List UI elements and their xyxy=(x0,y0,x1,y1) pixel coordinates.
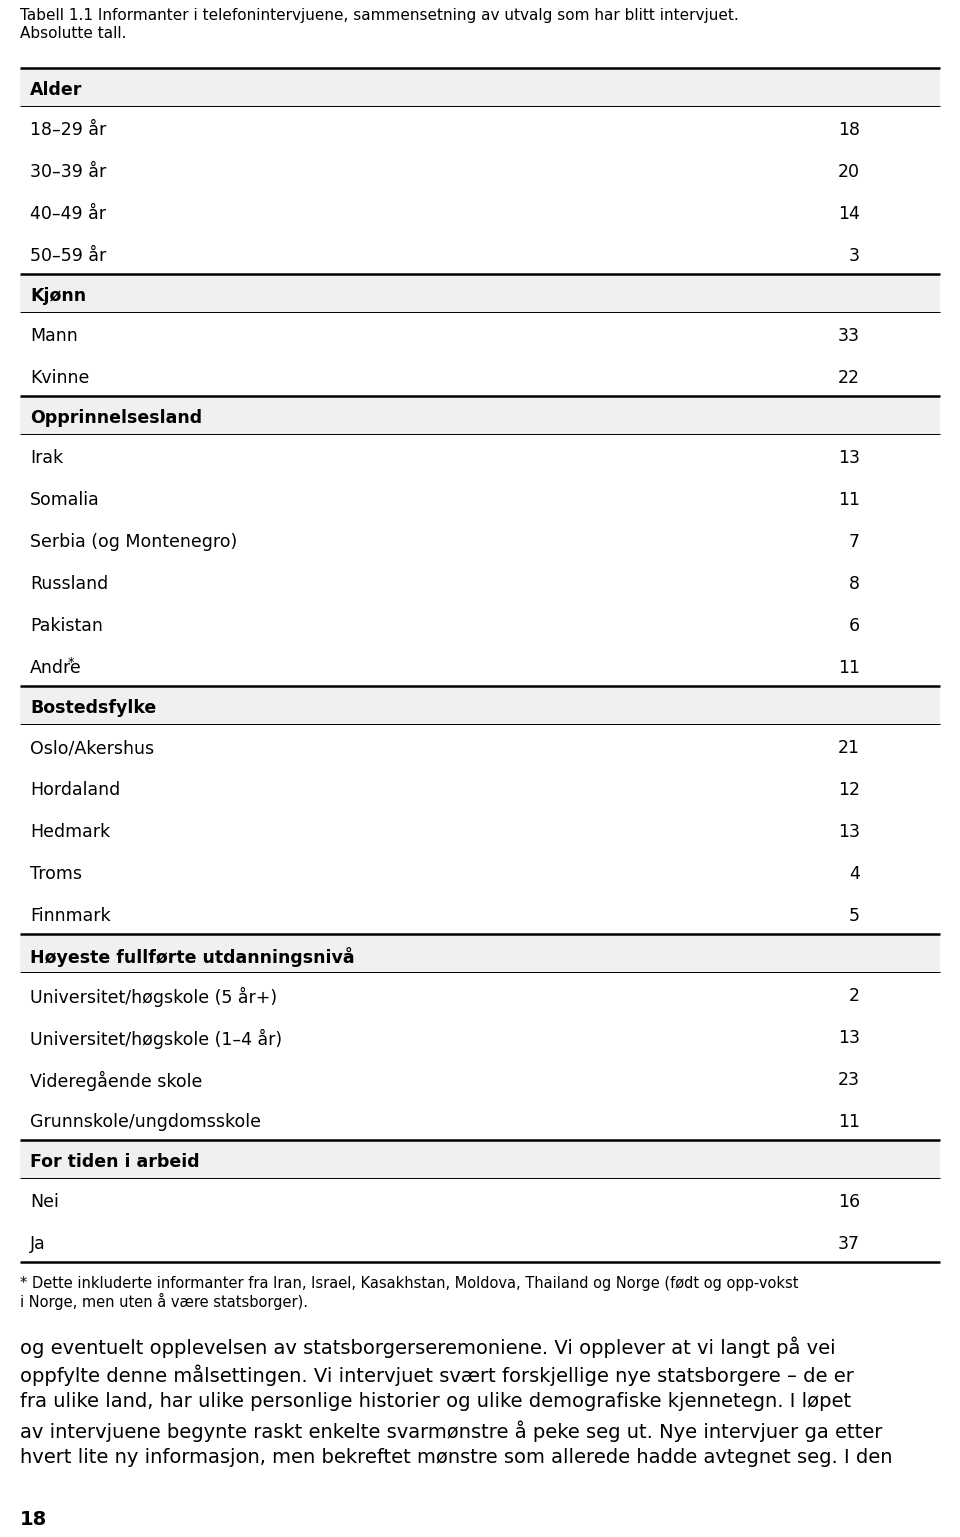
Text: Irak: Irak xyxy=(30,449,63,467)
Text: 13: 13 xyxy=(838,824,860,841)
Bar xyxy=(20,1140,940,1177)
Text: 22: 22 xyxy=(838,369,860,387)
Text: Høyeste fullførte utdanningsnivå: Høyeste fullførte utdanningsnivå xyxy=(30,947,354,967)
Text: Videregående skole: Videregående skole xyxy=(30,1071,203,1091)
Text: i Norge, men uten å være statsborger).: i Norge, men uten å være statsborger). xyxy=(20,1293,308,1310)
Text: *: * xyxy=(67,656,74,670)
Text: 20: 20 xyxy=(838,163,860,181)
Text: 21: 21 xyxy=(838,739,860,758)
Text: oppfylte denne målsettingen. Vi intervjuet svært forskjellige nye statsborgere –: oppfylte denne målsettingen. Vi intervju… xyxy=(20,1363,853,1385)
Text: Nei: Nei xyxy=(30,1193,59,1211)
Text: * Dette inkluderte informanter fra Iran, Israel, Kasakhstan, Moldova, Thailand o: * Dette inkluderte informanter fra Iran,… xyxy=(20,1276,799,1291)
Text: 11: 11 xyxy=(838,1113,860,1131)
Text: 18: 18 xyxy=(20,1509,47,1529)
Text: 18: 18 xyxy=(838,121,860,140)
Text: 3: 3 xyxy=(849,247,860,266)
Text: Universitet/høgskole (5 år+): Universitet/høgskole (5 år+) xyxy=(30,987,277,1007)
Text: Serbia (og Montenegro): Serbia (og Montenegro) xyxy=(30,533,237,552)
Text: 6: 6 xyxy=(849,618,860,635)
Text: og eventuelt opplevelsen av statsborgerseremoniene. Vi opplever at vi langt på v: og eventuelt opplevelsen av statsborgers… xyxy=(20,1336,835,1357)
Text: Somalia: Somalia xyxy=(30,492,100,509)
Text: Andre: Andre xyxy=(30,659,82,678)
Text: 40–49 år: 40–49 år xyxy=(30,206,106,223)
Text: For tiden i arbeid: For tiden i arbeid xyxy=(30,1153,200,1171)
Text: fra ulike land, har ulike personlige historier og ulike demografiske kjennetegn.: fra ulike land, har ulike personlige his… xyxy=(20,1393,852,1411)
Text: Hedmark: Hedmark xyxy=(30,824,110,841)
Text: Troms: Troms xyxy=(30,865,82,884)
Text: Alder: Alder xyxy=(30,81,83,100)
Bar xyxy=(20,934,940,971)
Text: Pakistan: Pakistan xyxy=(30,618,103,635)
Text: 5: 5 xyxy=(849,907,860,925)
Text: 12: 12 xyxy=(838,781,860,799)
Text: Tabell 1.1 Informanter i telefonintervjuene, sammensetning av utvalg som har bli: Tabell 1.1 Informanter i telefonintervju… xyxy=(20,8,739,23)
Text: 16: 16 xyxy=(838,1193,860,1211)
Text: 11: 11 xyxy=(838,492,860,509)
Text: 37: 37 xyxy=(838,1236,860,1253)
Text: 13: 13 xyxy=(838,449,860,467)
Text: Finnmark: Finnmark xyxy=(30,907,110,925)
Text: Mann: Mann xyxy=(30,327,78,346)
Text: 30–39 år: 30–39 år xyxy=(30,163,107,181)
Text: 18–29 år: 18–29 år xyxy=(30,121,107,140)
Text: 14: 14 xyxy=(838,206,860,223)
Bar xyxy=(20,68,940,106)
Bar xyxy=(20,274,940,312)
Text: 2: 2 xyxy=(849,987,860,1005)
Text: Oslo/Akershus: Oslo/Akershus xyxy=(30,739,155,758)
Text: Hordaland: Hordaland xyxy=(30,781,120,799)
Text: Kvinne: Kvinne xyxy=(30,369,89,387)
Text: Bostedsfylke: Bostedsfylke xyxy=(30,699,156,718)
Text: 11: 11 xyxy=(838,659,860,678)
Text: 4: 4 xyxy=(850,865,860,884)
Text: 50–59 år: 50–59 år xyxy=(30,247,107,266)
Text: 13: 13 xyxy=(838,1030,860,1047)
Text: Russland: Russland xyxy=(30,575,108,593)
Text: 33: 33 xyxy=(838,327,860,346)
Text: 8: 8 xyxy=(849,575,860,593)
Text: hvert lite ny informasjon, men bekreftet mønstre som allerede hadde avtegnet seg: hvert lite ny informasjon, men bekreftet… xyxy=(20,1448,893,1466)
Text: Universitet/høgskole (1–4 år): Universitet/høgskole (1–4 år) xyxy=(30,1030,282,1050)
Text: 7: 7 xyxy=(849,533,860,552)
Text: 23: 23 xyxy=(838,1071,860,1090)
Text: Absolutte tall.: Absolutte tall. xyxy=(20,26,127,41)
Text: Opprinnelsesland: Opprinnelsesland xyxy=(30,409,203,427)
Text: av intervjuene begynte raskt enkelte svarmønstre å peke seg ut. Nye intervjuer g: av intervjuene begynte raskt enkelte sva… xyxy=(20,1420,882,1442)
Bar xyxy=(20,686,940,724)
Text: Ja: Ja xyxy=(30,1236,46,1253)
Bar xyxy=(20,397,940,433)
Text: Kjønn: Kjønn xyxy=(30,287,86,306)
Text: Grunnskole/ungdomsskole: Grunnskole/ungdomsskole xyxy=(30,1113,261,1131)
